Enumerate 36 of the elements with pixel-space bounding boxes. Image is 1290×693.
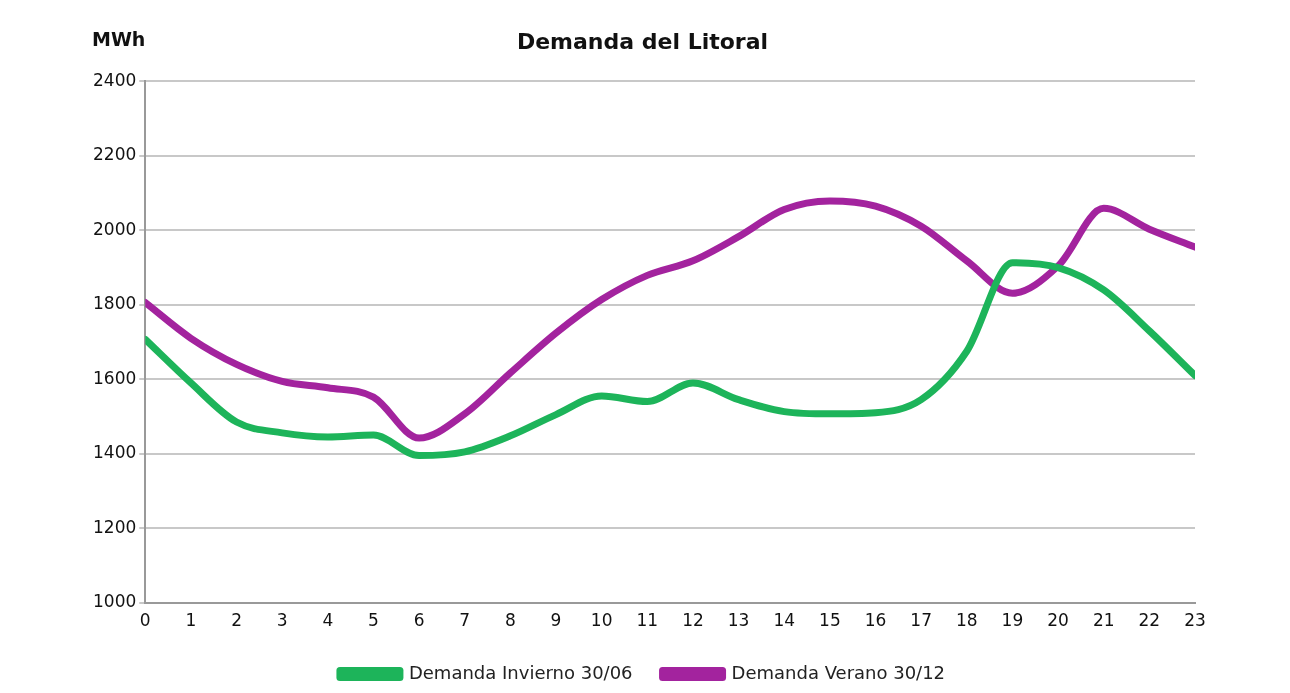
y-tick-label: 1600 — [93, 367, 137, 388]
chart-title: Demanda del Litoral — [516, 28, 769, 54]
x-tick-label: 21 — [1092, 610, 1115, 631]
x-tick-label: 12 — [682, 610, 704, 631]
x-tick-label: 3 — [276, 610, 288, 631]
x-tick-label: 4 — [322, 610, 334, 631]
x-tick-label: 19 — [1001, 610, 1024, 631]
y-axis-title: MWh — [92, 28, 146, 50]
x-tick-label: 17 — [910, 610, 932, 631]
x-tick-label: 5 — [368, 610, 379, 631]
x-tick-label: 20 — [1047, 610, 1069, 631]
x-tick-label: 11 — [636, 610, 659, 631]
y-tick-label: 1000 — [93, 591, 137, 612]
x-tick-label: 22 — [1138, 610, 1161, 631]
x-tick-label: 16 — [864, 610, 887, 631]
x-tick-label: 23 — [1184, 610, 1206, 631]
y-tick-label: 1200 — [93, 516, 137, 537]
x-tick-label: 13 — [727, 610, 750, 631]
x-tick-label: 15 — [819, 610, 841, 631]
x-tick-label: 8 — [504, 610, 516, 631]
y-tick-label: 2200 — [93, 144, 137, 165]
x-tick-label: 9 — [550, 610, 562, 631]
y-tick-label: 1800 — [93, 293, 137, 314]
x-tick-label: 18 — [955, 610, 978, 631]
x-tick-label: 14 — [773, 610, 796, 631]
x-tick-label: 6 — [413, 610, 425, 631]
legend-label: Demanda Invierno 30/06 — [408, 661, 633, 683]
legend-label: Demanda Verano 30/12 — [731, 661, 946, 683]
y-tick-label: 1400 — [93, 442, 137, 463]
x-tick-label: 7 — [459, 610, 471, 631]
y-tick-label: 2000 — [93, 218, 137, 239]
x-tick-label: 0 — [139, 610, 151, 631]
y-tick-label: 2400 — [93, 69, 137, 90]
x-tick-label: 2 — [231, 610, 242, 631]
x-tick-label: 10 — [590, 610, 613, 631]
x-tick-label: 1 — [185, 610, 197, 631]
